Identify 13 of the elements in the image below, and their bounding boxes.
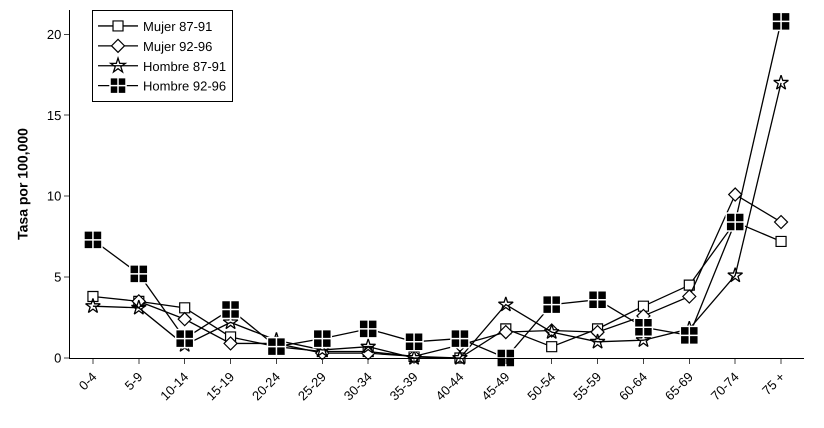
- y-tick-label: 10: [46, 188, 62, 204]
- y-tick-label: 0: [54, 350, 62, 366]
- y-tick-label: 20: [46, 26, 62, 42]
- y-tick-label: 5: [54, 270, 62, 285]
- legend-label: Mujer 87-91: [143, 19, 212, 34]
- y-tick-label: 15: [46, 108, 62, 123]
- legend-label: Hombre 87-91: [143, 58, 226, 74]
- legend-label: Hombre 92-96: [143, 78, 226, 94]
- x-tick-label: 0-4: [76, 369, 100, 394]
- x-tick-label: 5-9: [122, 369, 146, 394]
- legend-label: Mujer 92-96: [143, 38, 212, 54]
- y-axis-title: Tasa por 100,000: [14, 128, 31, 240]
- x-tick-label: 75 +: [759, 369, 788, 398]
